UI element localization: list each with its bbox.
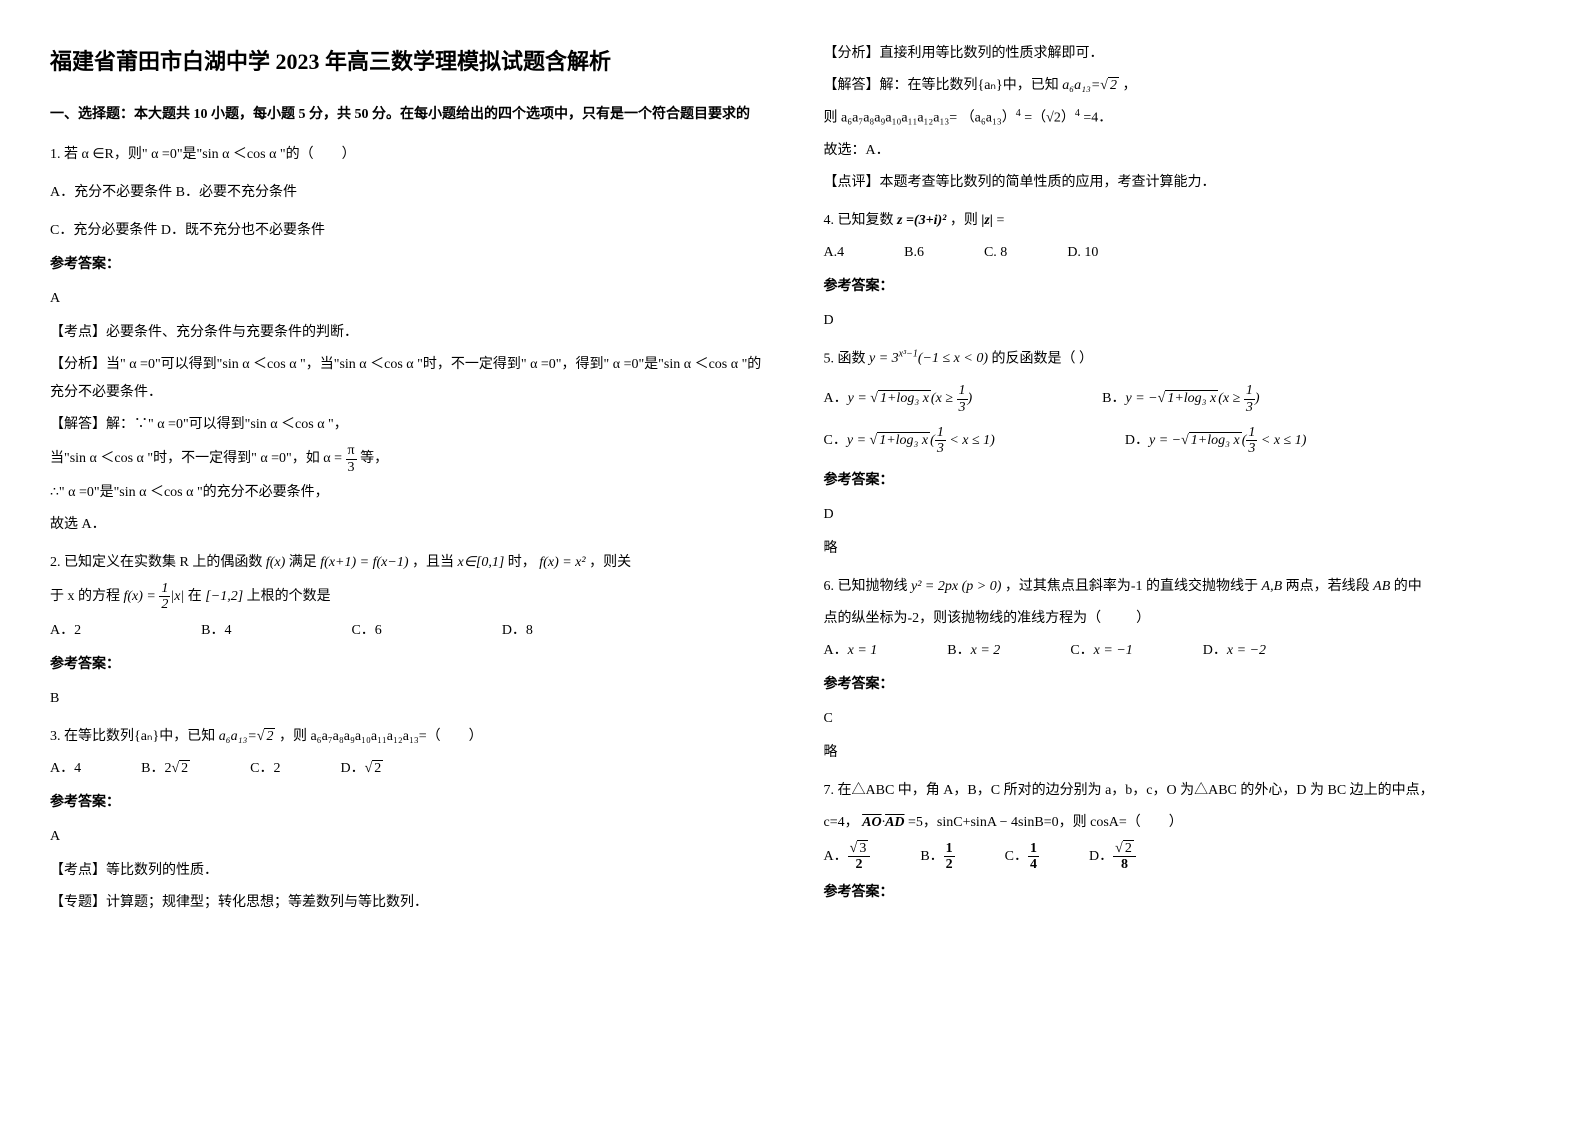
q2-text2: 于 x 的方程 f(x) = 12|x| 在 [−1,2] 上根的个数是	[50, 581, 764, 613]
math-eqn: f(x) = 12|x|	[124, 589, 185, 604]
answer-label: 参考答案：	[824, 273, 1538, 301]
math-a6a13-2: a₆a₁₃=√2	[1062, 77, 1119, 93]
q5-options-ab: A．y = √1+log₃ x(x ≥ 13) B．y = −√1+log₃ x…	[824, 383, 1538, 415]
math-q5-func: y = 3x³−1(−1 ≤ x < 0)	[869, 351, 988, 366]
q7-opt-a: A．√32	[824, 841, 871, 873]
q4-options: A.4 B.6 C. 8 D. 10	[824, 239, 1538, 267]
q3-answer: A	[50, 823, 764, 851]
q3-solve2: 则 a₆a₇a₈a₉a₁₀a₁₁a₁₂a₁₃= （a₆a₁₃）4 =（√2）4 …	[824, 104, 1538, 133]
q3-topic: 【专题】计算题；规律型；转化思想；等差数列与等比数列．	[50, 889, 764, 917]
question-3-cont: 【分析】直接利用等比数列的性质求解即可． 【解答】解：在等比数列{aₙ}中，已知…	[824, 40, 1538, 197]
math-z: z =(3+i)²	[897, 213, 946, 228]
q6-options: A．x = 1 B．x = 2 C．x = −1 D．x = −2	[824, 637, 1538, 665]
page-title: 福建省莆田市白湖中学 2023 年高三数学理模拟试题含解析	[50, 40, 764, 84]
math-a6a13: a₆a₁₃=√2	[219, 728, 276, 744]
q3-options: A．4 B．2√2 C．2 D．√2	[50, 755, 764, 783]
q1-solve3: ∴" α =0"是"sin α ＜cos α "的充分不必要条件，	[50, 479, 764, 507]
q1-text: 1. 若 α ∈R，则" α =0"是"sin α ＜cos α "的（ ）	[50, 141, 764, 169]
q7-options: A．√32 B．12 C．14 D．√28	[824, 841, 1538, 873]
q3-comment: 【点评】本题考查等比数列的简单性质的应用，考查计算能力．	[824, 169, 1538, 197]
question-7: 7. 在△ABC 中，角 A，B，C 所对的边分别为 a，b，c，O 为△ABC…	[824, 777, 1538, 907]
q3-point: 【考点】等比数列的性质．	[50, 857, 764, 885]
q5-text: 5. 函数 y = 3x³−1(−1 ≤ x < 0) 的反函数是（ ）	[824, 345, 1538, 374]
question-4: 4. 已知复数 z =(3+i)² ，则 |z| = A.4 B.6 C. 8 …	[824, 207, 1538, 335]
q4-text: 4. 已知复数 z =(3+i)² ，则 |z| =	[824, 207, 1538, 235]
math-fx2: f(x) = x²	[539, 555, 585, 570]
q7-opt-d: D．√28	[1089, 841, 1136, 873]
q2-options: A．2 B．4 C．6 D．8	[50, 617, 764, 645]
q3-opt-b: B．2√2	[141, 755, 190, 783]
question-3: 3. 在等比数列{aₙ}中，已知 a₆a₁₃=√2 ，则 a₆a₇a₈a₉a₁₀…	[50, 723, 764, 917]
answer-label: 参考答案：	[50, 651, 764, 679]
q1-solve2: 当"sin α ＜cos α "时，不一定得到" α =0"，如 α = π3 …	[50, 443, 764, 475]
q5-opt-a: A．y = √1+log₃ x(x ≥ 13)	[824, 383, 973, 415]
q6-opt-b: B．x = 2	[947, 637, 1000, 665]
q5-answer: D	[824, 501, 1538, 529]
answer-label: 参考答案：	[824, 671, 1538, 699]
math-interval: [−1,2]	[205, 589, 243, 604]
q3-analysis: 【分析】直接利用等比数列的性质求解即可．	[824, 40, 1538, 68]
q2-text: 2. 已知定义在实数集 R 上的偶函数 f(x) 满足 f(x+1) = f(x…	[50, 549, 764, 577]
question-6: 6. 已知抛物线 y² = 2px (p > 0) ，过其焦点且斜率为-1 的直…	[824, 573, 1538, 767]
q5-opt-b: B．y = −√1+log₃ x(x ≥ 13)	[1102, 383, 1259, 415]
math-parabola: y² = 2px (p > 0)	[911, 579, 1001, 594]
section-heading: 一、选择题：本大题共 10 小题，每小题 5 分，共 50 分。在每小题给出的四…	[50, 102, 764, 127]
q4-answer: D	[824, 307, 1538, 335]
q6-opt-d: D．x = −2	[1203, 637, 1266, 665]
math-AB: A,B	[1262, 579, 1283, 594]
q3-text: 3. 在等比数列{aₙ}中，已知 a₆a₁₃=√2 ，则 a₆a₇a₈a₉a₁₀…	[50, 723, 764, 751]
q2-answer: B	[50, 685, 764, 713]
answer-label: 参考答案：	[824, 879, 1538, 907]
q6-text2: 点的纵坐标为-2，则该抛物线的准线方程为（ ）	[824, 605, 1538, 633]
question-1: 1. 若 α ∈R，则" α =0"是"sin α ＜cos α "的（ ） A…	[50, 141, 764, 539]
q7-opt-c: C．14	[1005, 841, 1039, 873]
math-domain: x∈[0,1]	[457, 555, 504, 570]
q7-text2: c=4， AO·AD =5，sinC+sinA − 4sinB=0，则 cosA…	[824, 809, 1538, 837]
answer-label: 参考答案：	[824, 467, 1538, 495]
q5-opt-c: C．y = √1+log₃ x(13 < x ≤ 1)	[824, 425, 995, 457]
q3-solve3: 故选：A．	[824, 137, 1538, 165]
math-fx: f(x)	[266, 555, 285, 570]
q1-solve4: 故选 A．	[50, 511, 764, 539]
q6-opt-c: C．x = −1	[1070, 637, 1132, 665]
question-5: 5. 函数 y = 3x³−1(−1 ≤ x < 0) 的反函数是（ ） A．y…	[824, 345, 1538, 563]
q6-text: 6. 已知抛物线 y² = 2px (p > 0) ，过其焦点且斜率为-1 的直…	[824, 573, 1538, 601]
math-abs-z: |z|	[981, 213, 993, 228]
q3-opt-d: D．√2	[341, 755, 384, 783]
q1-options-cd: C．充分必要条件 D．既不充分也不必要条件	[50, 217, 764, 245]
q6-answer: C	[824, 705, 1538, 733]
q6-brief: 略	[824, 739, 1538, 767]
q3-solve1: 【解答】解：在等比数列{aₙ}中，已知 a₆a₁₃=√2 ，	[824, 72, 1538, 100]
math-AB2: AB	[1373, 579, 1390, 594]
q6-opt-a: A．x = 1	[824, 637, 878, 665]
question-2: 2. 已知定义在实数集 R 上的偶函数 f(x) 满足 f(x+1) = f(x…	[50, 549, 764, 713]
math-vector: AO·AD	[862, 815, 904, 830]
q1-point: 【考点】必要条件、充分条件与充要条件的判断．	[50, 319, 764, 347]
answer-label: 参考答案：	[50, 789, 764, 817]
q1-answer: A	[50, 285, 764, 313]
q1-analysis: 【分析】当" α =0"可以得到"sin α ＜cos α "，当"sin α …	[50, 351, 764, 407]
math-periodic: f(x+1) = f(x−1)	[320, 555, 408, 570]
answer-label: 参考答案：	[50, 251, 764, 279]
fraction-pi-3: π3	[346, 443, 357, 475]
q7-opt-b: B．12	[920, 841, 954, 873]
q7-text: 7. 在△ABC 中，角 A，B，C 所对的边分别为 a，b，c，O 为△ABC…	[824, 777, 1538, 805]
q5-brief: 略	[824, 535, 1538, 563]
q5-opt-d: D．y = −√1+log₃ x(13 < x ≤ 1)	[1125, 425, 1307, 457]
q1-options-ab: A．充分不必要条件 B．必要不充分条件	[50, 179, 764, 207]
q5-options-cd: C．y = √1+log₃ x(13 < x ≤ 1) D．y = −√1+lo…	[824, 425, 1538, 457]
q1-solve1: 【解答】解：∵" α =0"可以得到"sin α ＜cos α "，	[50, 411, 764, 439]
